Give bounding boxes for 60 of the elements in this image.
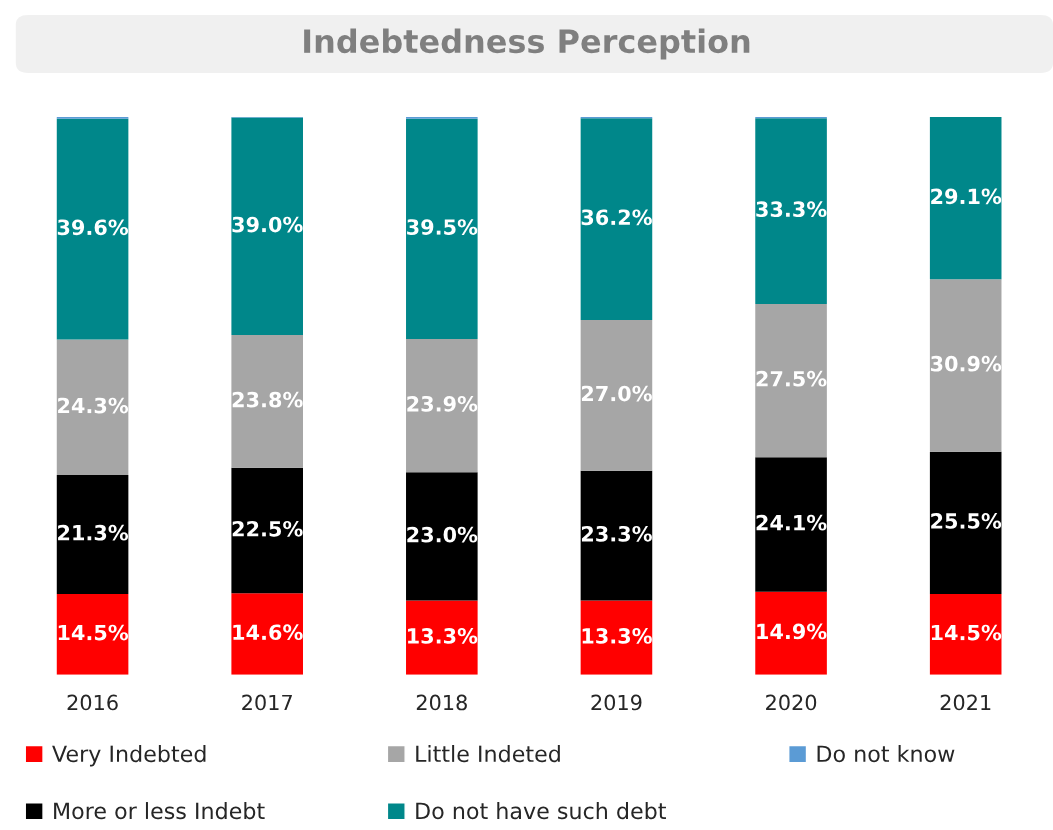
bar <box>929 593 1002 675</box>
data-label: 30.9% <box>930 355 1002 372</box>
data-label: 14.6% <box>233 624 303 641</box>
data-label: 14.5% <box>931 624 1002 641</box>
data-label: 23.8% <box>232 391 303 408</box>
bar <box>755 303 827 458</box>
bar <box>755 591 827 675</box>
x-tick-label: 2017 <box>242 694 292 711</box>
bar <box>406 600 478 675</box>
data-label: 36.2% <box>581 209 652 226</box>
data-label: 29.1% <box>931 188 1002 205</box>
data-label: 24.3% <box>58 397 129 414</box>
data-label: 27.5% <box>756 370 827 387</box>
data-label: 23.9% <box>407 395 478 412</box>
data-label: 25.5% <box>931 513 1002 529</box>
bar <box>406 339 478 473</box>
bar <box>231 593 303 675</box>
bar <box>580 600 653 675</box>
data-label: 14.9% <box>757 623 827 640</box>
data-label: 13.3% <box>582 627 652 644</box>
legend-label: Do not know <box>817 744 955 763</box>
bar <box>56 475 129 594</box>
bar <box>56 118 129 340</box>
x-tick-label: 2016 <box>67 694 118 711</box>
bar <box>406 472 478 601</box>
bar <box>580 320 653 471</box>
bar <box>929 279 1002 452</box>
data-label: 22.5% <box>232 520 303 537</box>
bar <box>231 117 303 336</box>
bar <box>56 339 129 476</box>
bar <box>580 470 653 601</box>
bar <box>929 117 1002 280</box>
data-label: 39.5% <box>407 219 478 235</box>
legend-label: Little Indeted <box>416 744 560 763</box>
legend-label: Very Indebted <box>52 744 206 767</box>
data-label: 14.5% <box>58 624 129 641</box>
data-label: 23.3% <box>581 525 652 542</box>
data-label: 21.3% <box>58 524 129 541</box>
data-label: 33.3% <box>756 201 827 218</box>
data-label: 27.0% <box>581 385 652 402</box>
bar <box>580 118 653 321</box>
chart-title: Indebtedness Perception <box>304 28 750 60</box>
bar <box>231 467 303 594</box>
x-tick-label: 2020 <box>766 694 817 711</box>
bar <box>231 335 303 468</box>
bar <box>406 118 478 340</box>
data-label: 24.1% <box>756 514 827 531</box>
x-tick-label: 2018 <box>416 694 467 711</box>
x-tick-label: 2019 <box>591 694 642 711</box>
legend-label: More or less Indebt <box>54 802 265 820</box>
bar <box>56 593 129 675</box>
data-label: 23.0% <box>407 526 478 543</box>
bar <box>755 457 827 592</box>
data-label: 39.0% <box>232 216 303 233</box>
bar <box>929 451 1002 594</box>
bar <box>755 118 827 304</box>
data-label: 39.6% <box>57 219 129 236</box>
x-tick-label: 2021 <box>940 694 991 711</box>
data-label: 13.3% <box>408 627 478 644</box>
legend-label: Do not have such debt <box>416 802 666 820</box>
